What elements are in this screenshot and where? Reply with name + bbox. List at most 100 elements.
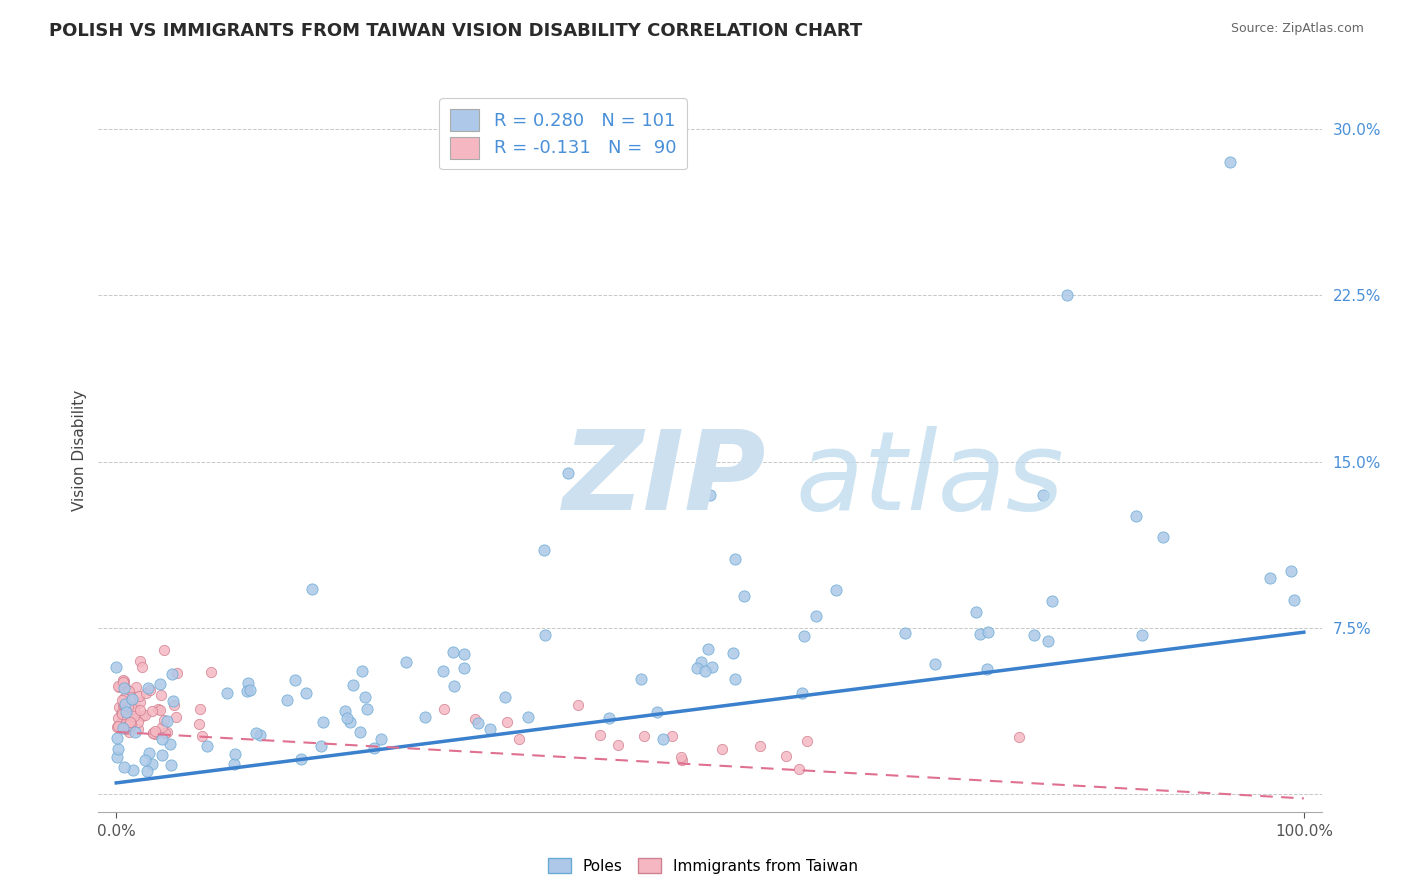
- Point: [276, 693, 298, 707]
- Point: [309, 739, 332, 753]
- Point: [195, 739, 218, 754]
- Point: [724, 672, 747, 686]
- Point: [236, 675, 259, 690]
- Point: [108, 680, 131, 694]
- Point: [124, 700, 146, 714]
- Point: [432, 664, 454, 678]
- Point: [115, 722, 138, 736]
- Point: [120, 715, 142, 730]
- Point: [190, 702, 212, 716]
- Point: [413, 710, 436, 724]
- Point: [121, 706, 143, 720]
- Point: [699, 488, 721, 502]
- Point: [138, 746, 160, 760]
- Point: [129, 703, 152, 717]
- Point: [464, 712, 486, 726]
- Point: [107, 719, 129, 733]
- Point: [141, 704, 163, 718]
- Point: [150, 747, 173, 762]
- Point: [112, 681, 135, 696]
- Point: [792, 686, 814, 700]
- Point: [111, 718, 134, 732]
- Point: [976, 662, 998, 676]
- Point: [150, 721, 173, 735]
- Point: [339, 714, 361, 729]
- Point: [111, 706, 134, 720]
- Point: [149, 703, 172, 717]
- Point: [508, 732, 530, 747]
- Point: [924, 657, 946, 671]
- Point: [110, 706, 132, 721]
- Point: [136, 764, 159, 778]
- Point: [139, 682, 162, 697]
- Point: [1038, 633, 1060, 648]
- Point: [787, 763, 810, 777]
- Point: [661, 729, 683, 743]
- Point: [107, 711, 129, 725]
- Point: [152, 643, 174, 657]
- Point: [156, 714, 179, 728]
- Point: [124, 725, 146, 739]
- Point: [117, 709, 139, 723]
- Point: [114, 697, 136, 711]
- Point: [749, 739, 772, 754]
- Point: [363, 741, 385, 756]
- Point: [122, 701, 145, 715]
- Point: [557, 466, 579, 480]
- Point: [112, 722, 135, 736]
- Point: [239, 682, 262, 697]
- Point: [733, 589, 755, 603]
- Point: [516, 710, 538, 724]
- Point: [1008, 730, 1031, 744]
- Point: [977, 624, 1000, 639]
- Point: [311, 714, 333, 729]
- Point: [349, 725, 371, 739]
- Point: [1219, 155, 1241, 169]
- Point: [117, 683, 139, 698]
- Point: [295, 685, 318, 699]
- Point: [159, 757, 181, 772]
- Point: [1130, 628, 1153, 642]
- Text: Source: ZipAtlas.com: Source: ZipAtlas.com: [1230, 22, 1364, 36]
- Point: [723, 552, 745, 566]
- Point: [1258, 571, 1281, 585]
- Point: [134, 707, 156, 722]
- Point: [796, 734, 818, 748]
- Point: [686, 661, 709, 675]
- Point: [129, 655, 152, 669]
- Point: [1022, 628, 1045, 642]
- Point: [290, 751, 312, 765]
- Point: [135, 686, 157, 700]
- Point: [301, 582, 323, 597]
- Point: [128, 689, 150, 703]
- Point: [129, 695, 152, 709]
- Point: [1279, 564, 1302, 578]
- Point: [669, 750, 692, 764]
- Point: [114, 680, 136, 694]
- Point: [120, 690, 142, 704]
- Point: [117, 718, 139, 732]
- Legend: R = 0.280   N = 101, R = -0.131   N =  90: R = 0.280 N = 101, R = -0.131 N = 90: [440, 98, 688, 169]
- Point: [107, 742, 129, 756]
- Point: [112, 673, 135, 688]
- Point: [120, 715, 142, 730]
- Point: [108, 700, 131, 714]
- Point: [200, 665, 222, 679]
- Point: [443, 680, 465, 694]
- Point: [159, 738, 181, 752]
- Point: [162, 667, 184, 681]
- Point: [567, 698, 589, 712]
- Point: [671, 752, 693, 766]
- Point: [467, 716, 489, 731]
- Point: [342, 678, 364, 692]
- Point: [114, 717, 136, 731]
- Point: [1282, 593, 1305, 607]
- Point: [153, 726, 176, 740]
- Point: [1125, 508, 1147, 523]
- Point: [131, 708, 153, 723]
- Point: [105, 660, 128, 674]
- Point: [152, 713, 174, 727]
- Point: [111, 698, 134, 713]
- Point: [222, 756, 245, 771]
- Point: [965, 605, 987, 619]
